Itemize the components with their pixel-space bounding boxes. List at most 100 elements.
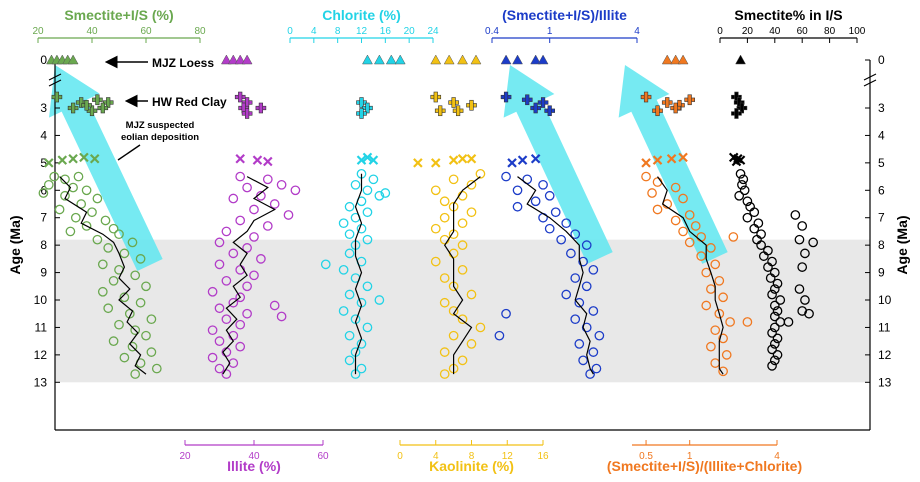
smectite_in_is-redclay-point: [736, 102, 748, 114]
smectite_illite-point: [494, 330, 505, 341]
smectite_is-point: [54, 204, 65, 215]
smectite_illite_chlorite-tick-label: 0.5: [639, 451, 653, 462]
kaolinite-point: [457, 264, 468, 275]
smectite_in_is-point: [758, 251, 769, 261]
chlorite-eolian-point: [356, 155, 367, 165]
smectite_is-point: [70, 212, 81, 223]
smectite_is-point: [127, 237, 138, 248]
kaolinite-tick-label: 4: [433, 451, 439, 462]
kaolinite-point: [457, 355, 468, 366]
smectite_illite-point: [512, 185, 523, 196]
illite-point: [214, 363, 225, 374]
illite-tick-label: 40: [248, 451, 260, 462]
chlorite-title: Chlorite (%): [322, 7, 401, 23]
smectite_is-eolian-point: [89, 153, 100, 164]
kaolinite-tick-label: 16: [537, 451, 549, 462]
illite-point: [269, 199, 280, 209]
smectite_in_is-point: [756, 240, 766, 250]
smectite_illite-point: [574, 339, 585, 349]
smectite_in_is-point: [769, 284, 780, 294]
smectite_illite_chlorite-trend-line: [657, 176, 724, 375]
illite-trend-line: [222, 176, 276, 375]
smectite_illite_chlorite-point: [670, 215, 681, 226]
smectite_in_is-point: [772, 306, 783, 316]
smectite_in_is-point: [769, 300, 780, 311]
smectite_illite_chlorite-point: [718, 366, 728, 377]
illite-redclay-point: [241, 108, 253, 119]
smectite_is-point: [68, 182, 78, 193]
smectite_is-point: [73, 171, 84, 182]
smectite_illite_chlorite-point: [714, 308, 725, 319]
smectite_is-point: [119, 352, 130, 363]
smectite_in_is-tick-label: 40: [769, 26, 781, 37]
smectite_illite_chlorite-point: [710, 259, 721, 270]
smectite_illite_chlorite-eolian-point: [666, 153, 677, 164]
illite-point: [228, 297, 239, 308]
hw-red-clay-label: HW Red Clay: [152, 95, 227, 109]
smectite_is-point: [114, 319, 124, 330]
smectite_illite-point: [570, 229, 581, 240]
y-tick-label: 5: [878, 156, 885, 170]
smectite_is-point: [60, 174, 70, 185]
illite-point: [235, 319, 246, 330]
smectite_in_is-tick-label: 100: [849, 26, 866, 37]
y-tick-label: 9: [878, 266, 885, 280]
chlorite-tick-label: 20: [404, 26, 416, 37]
smectite_in_is-point: [767, 328, 777, 338]
smectite_is-point: [81, 185, 92, 196]
smectite_is-tick-label: 40: [86, 26, 98, 37]
chlorite-tick-label: 24: [427, 26, 439, 37]
smectite_is-point: [114, 229, 124, 240]
chlorite-point: [362, 207, 373, 218]
smectite_in_is-point: [767, 289, 777, 300]
smectite_is-point: [127, 341, 138, 352]
chlorite-eolian-point: [362, 152, 373, 163]
illite-point: [235, 292, 246, 303]
smectite_in_is-point: [734, 190, 745, 201]
illite-loess-point: [241, 54, 253, 65]
smectite_is-point: [97, 259, 108, 270]
illite-point: [242, 308, 252, 319]
axis-break-mark: [48, 79, 62, 87]
smectite_illite-loess-point: [500, 54, 512, 65]
kaolinite-tick-label: 12: [502, 451, 514, 462]
smectite_is-point: [43, 179, 54, 190]
smectite_illite-point: [538, 179, 548, 190]
y-tick-label: 13: [34, 375, 48, 389]
y-tick-label: 6: [40, 183, 47, 197]
smectite_illite_chlorite-point: [652, 177, 663, 187]
axis-break-mark: [48, 73, 62, 81]
kaolinite-point: [439, 196, 450, 207]
smectite_is-eolian-point: [68, 153, 78, 164]
smectite_is-tick-label: 80: [194, 26, 206, 37]
smectite_is-point: [103, 243, 114, 253]
smectite_is-point: [141, 281, 151, 292]
smectite_illite_chlorite-point: [696, 251, 707, 261]
smectite_is-redclay-point: [67, 102, 79, 114]
illite-point: [235, 215, 246, 226]
smectite_is-title: Smectite+I/S (%): [64, 7, 173, 23]
y-tick-label: 7: [878, 211, 885, 225]
illite-point: [235, 264, 246, 275]
kaolinite-point: [439, 369, 450, 379]
smectite_in_is-tick-label: 60: [797, 26, 809, 37]
smectite_in_is-point: [797, 221, 808, 231]
smectite_is-point: [130, 325, 141, 336]
smectite_in_is-tick-label: 20: [742, 26, 754, 37]
mjz-eolian-label-2: eolian deposition: [121, 132, 199, 143]
chlorite-point: [374, 190, 385, 201]
smectite_is-point: [130, 270, 141, 281]
smectite_illite-loess-point: [537, 54, 549, 65]
chlorite-tick-label: 0: [287, 26, 293, 37]
chlorite-point: [362, 185, 373, 196]
smectite_in_is-point: [742, 196, 753, 207]
chlorite-tick-label: 16: [380, 26, 392, 37]
mjz-eolian-pointer: [117, 144, 141, 161]
smectite_illite-trend-line: [517, 176, 594, 375]
smectite_illite-tick-label: 0.4: [485, 26, 499, 37]
kaolinite-point: [475, 168, 486, 179]
smectite_illite_chlorite-point: [718, 333, 728, 344]
smectite_illite_chlorite-point: [701, 300, 712, 311]
kaolinite-redclay-point: [430, 91, 442, 103]
smectite_in_is-point: [765, 273, 776, 283]
